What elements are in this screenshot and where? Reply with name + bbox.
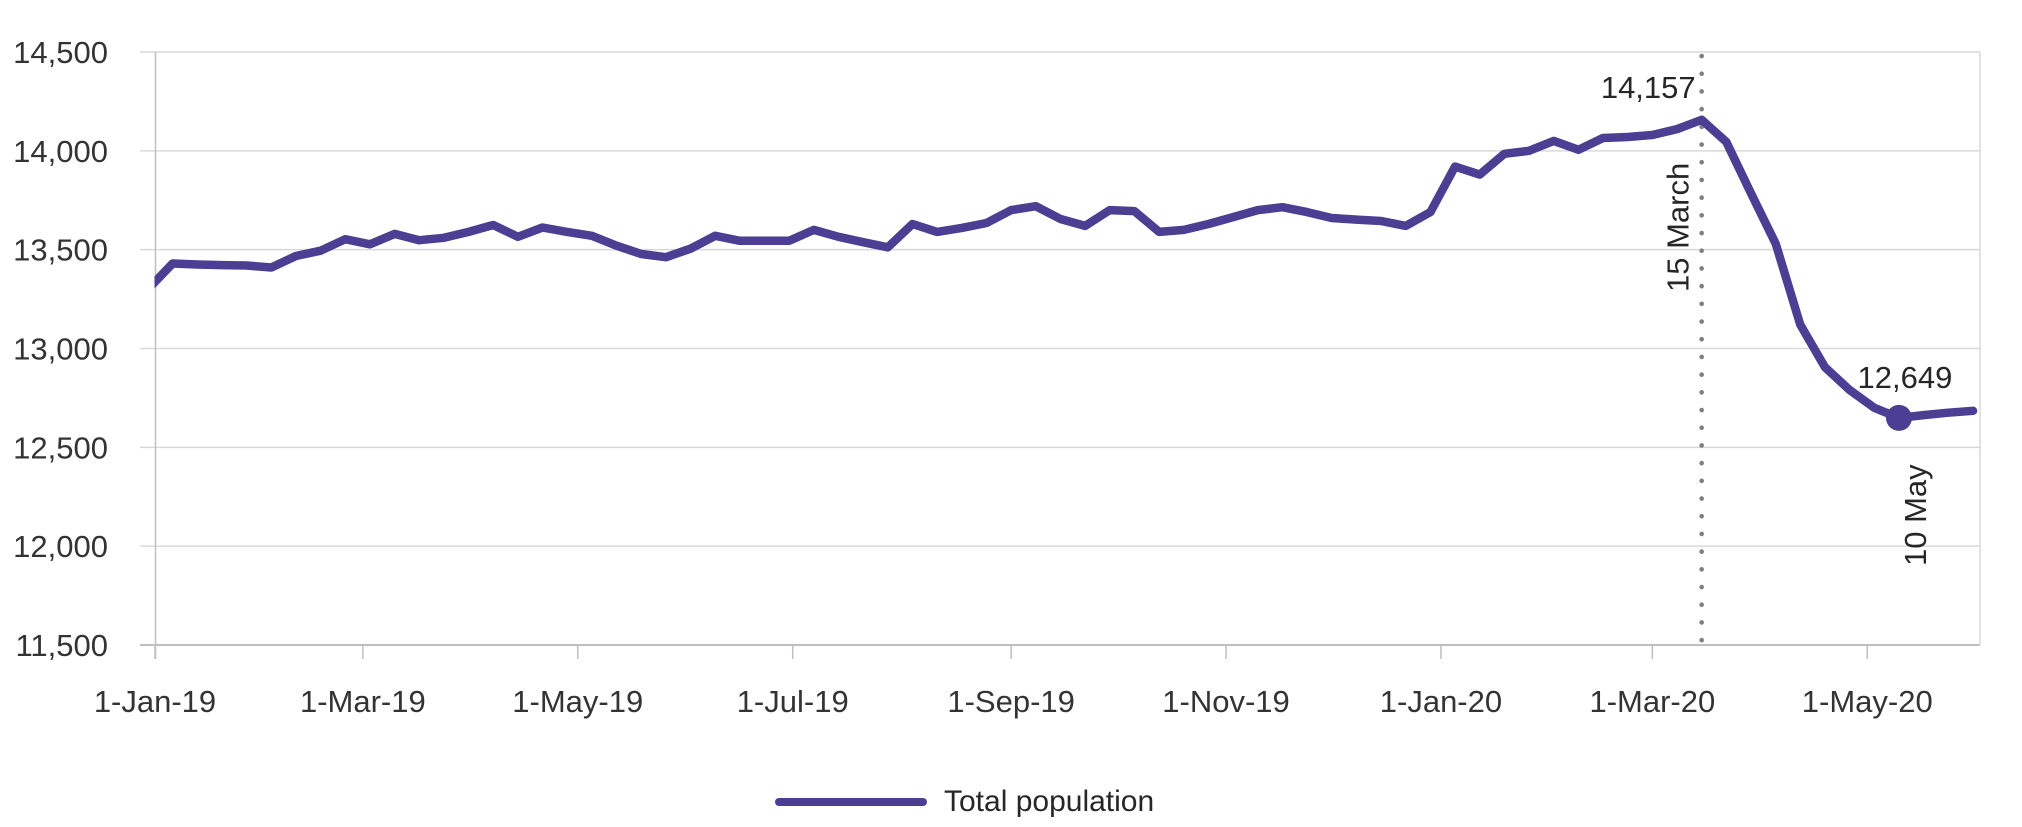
x-axis-label: 1-Mar-20 [1589, 684, 1715, 719]
legend-label: Total population [944, 785, 1155, 818]
x-axis-label: 1-Sep-19 [947, 684, 1075, 719]
total-population-line [154, 115, 1978, 423]
y-axis-label: 13,500 [13, 233, 108, 268]
x-axis-label: 1-May-19 [512, 684, 643, 719]
x-axis-label: 1-May-20 [1802, 684, 1933, 719]
y-axis-label: 12,500 [13, 430, 108, 465]
low-date-label: 10 May [1898, 464, 1933, 566]
peak-date-label: 15 March [1661, 163, 1696, 292]
peak-value-label: 14,157 [1601, 70, 1696, 105]
y-axis-label: 13,000 [13, 332, 108, 367]
x-axis-label: 1-Jul-19 [737, 684, 849, 719]
y-axis-label: 11,500 [15, 628, 108, 663]
y-axis-label: 12,000 [13, 529, 108, 564]
x-axis-label: 1-Jan-20 [1380, 684, 1502, 719]
y-axis-label: 14,000 [13, 134, 108, 169]
x-axis-label: 1-Mar-19 [300, 684, 426, 719]
legend: Total population [775, 785, 1154, 819]
legend-line-swatch [775, 798, 927, 806]
low-value-label: 12,649 [1858, 360, 1953, 395]
y-axis-label: 14,500 [13, 35, 108, 70]
low-point-marker [1885, 404, 1912, 431]
x-axis-label: 1-Nov-19 [1162, 684, 1290, 719]
x-axis-label: 1-Jan-19 [94, 684, 216, 719]
